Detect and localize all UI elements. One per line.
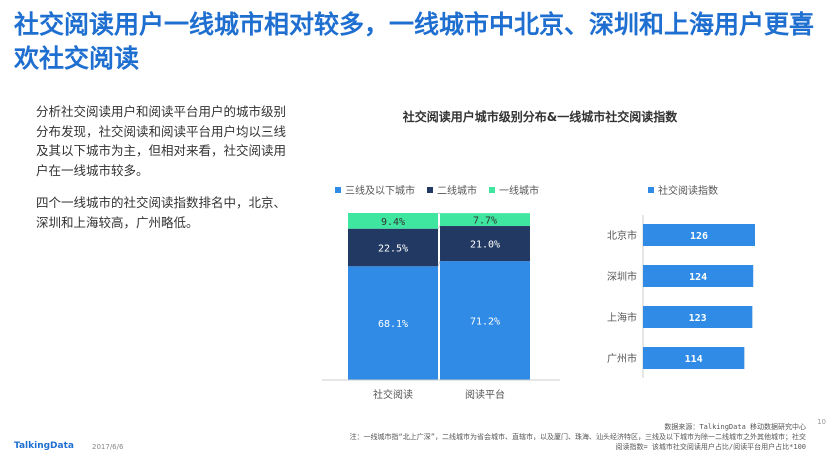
index-bar-value-2: 123 — [689, 313, 707, 324]
description-paragraph-2: 四个一线城市的社交阅读指数排名中，北京、深圳和上海较高，广州略低。 — [36, 195, 287, 230]
stacked-chart-legend: 三线及以下城市 二线城市 一线城市 — [335, 182, 539, 197]
stacked-connector-1 — [437, 225, 441, 229]
stacked-bar-1-series-0 — [440, 261, 530, 380]
index-category-label-3: 广州市 — [607, 352, 637, 365]
legend-swatch-tier1 — [489, 186, 495, 193]
legend-label-tier3: 三线及以下城市 — [345, 186, 415, 197]
index-category-label-0: 北京市 — [607, 229, 637, 242]
index-bar-3 — [643, 347, 745, 369]
stacked-bar-0-series-0 — [348, 266, 438, 380]
legend-label-index: 社交阅读指数 — [658, 186, 718, 197]
index-chart-legend: 社交阅读指数 — [648, 182, 718, 197]
legend-label-tier2: 二线城市 — [437, 186, 477, 197]
legend-item-index: 社交阅读指数 — [648, 182, 718, 197]
page-number: 10 — [817, 418, 826, 426]
index-bar-value-0: 126 — [690, 231, 708, 242]
page-title: 社交阅读用户一线城市相对较多，一线城市中北京、深圳和上海用户更喜欢社交阅读 — [14, 10, 815, 73]
footer-note-2: 阅读指数= 该城市社交阅读用户占比/阅读平台用户占比*100 — [615, 443, 807, 451]
legend-swatch-index — [648, 186, 654, 193]
chart-title: 社交阅读用户城市级别分布&一线城市社交阅读指数 — [402, 110, 678, 124]
stacked-bar-1-series-1 — [440, 226, 530, 262]
description-paragraph-1: 分析社交阅读用户和阅读平台用户的城市级别分布发现，社交阅读和阅读平台用户均以三线… — [36, 104, 287, 178]
stacked-category-label-0: 社交阅读 — [373, 388, 413, 401]
footer-notes: 数据来源：TalkingData 移动数据研究中心 注：一线城市指“北上广深”，… — [350, 422, 806, 452]
brand-logo: TalkingData — [14, 441, 74, 451]
footer-source: 数据来源：TalkingData 移动数据研究中心 — [664, 423, 806, 431]
stacked-bar-0-series-2 — [348, 213, 438, 229]
stacked-bar-label-1-series-0: 71.2% — [470, 317, 500, 328]
legend-item-tier2: 二线城市 — [427, 182, 477, 197]
legend-swatch-tier2 — [427, 186, 433, 193]
index-category-label-1: 深圳市 — [607, 270, 637, 283]
index-bar-1 — [643, 265, 754, 287]
footer-note-1: 注：一线城市指“北上广深”，二线城市为省会城市、直辖市，以及厦门、珠海、汕头经济… — [349, 433, 806, 441]
stacked-connector-0 — [437, 260, 441, 267]
index-bar-value-1: 124 — [689, 272, 707, 283]
stacked-bar-1-series-2 — [440, 213, 530, 227]
stacked-bar-label-1-series-1: 21.0% — [470, 240, 500, 251]
legend-swatch-tier3 — [335, 186, 341, 193]
index-bar-value-3: 114 — [685, 354, 703, 365]
stacked-category-label-1: 阅读平台 — [465, 388, 505, 401]
index-bar-2 — [643, 306, 753, 328]
stacked-bar-label-0-series-1: 22.5% — [378, 243, 408, 254]
stacked-bar-label-0-series-0: 68.1% — [378, 319, 408, 330]
stacked-bar-label-1-series-2: 7.7% — [473, 216, 497, 227]
index-bar-0 — [643, 224, 755, 246]
index-category-label-2: 上海市 — [607, 311, 637, 324]
legend-item-tier1: 一线城市 — [489, 182, 539, 197]
legend-label-tier1: 一线城市 — [499, 186, 539, 197]
description: 分析社交阅读用户和阅读平台用户的城市级别分布发现，社交阅读和阅读平台用户均以三线… — [36, 102, 294, 245]
footer-date: 2017/6/6 — [92, 443, 124, 451]
stacked-bar-label-0-series-2: 9.4% — [381, 217, 405, 228]
legend-item-tier3: 三线及以下城市 — [335, 182, 415, 197]
stacked-bar-0-series-1 — [348, 228, 438, 267]
